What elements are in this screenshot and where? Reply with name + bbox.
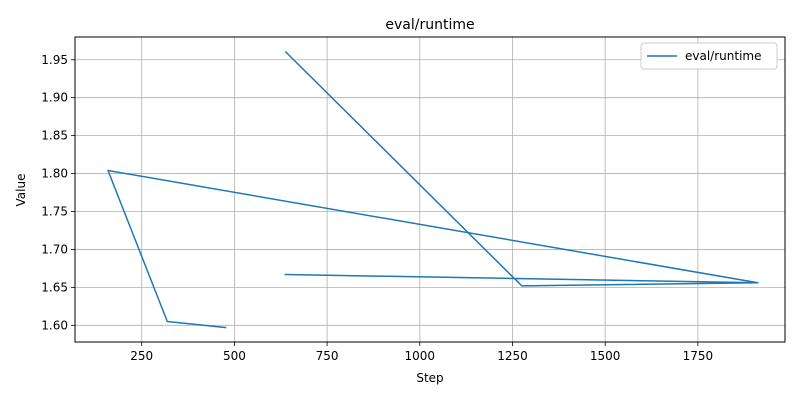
y-tick-label: 1.85 <box>41 129 68 143</box>
chart-title: eval/runtime <box>385 17 474 33</box>
x-tick-label: 250 <box>130 349 153 363</box>
legend: eval/runtime <box>640 42 778 70</box>
plot-frame <box>74 36 786 343</box>
x-tick-label: 1000 <box>405 349 436 363</box>
legend-label: eval/runtime <box>685 49 761 63</box>
y-tick-label: 1.80 <box>41 167 68 181</box>
y-tick-label: 1.65 <box>41 280 68 294</box>
x-tick-label: 1750 <box>683 349 714 363</box>
y-tick-label: 1.75 <box>41 205 68 219</box>
legend-box <box>640 42 778 70</box>
x-tick-label: 750 <box>316 349 339 363</box>
x-tick-label: 500 <box>223 349 246 363</box>
series-line <box>107 50 759 329</box>
grid <box>75 37 785 342</box>
y-tick-label: 1.95 <box>41 53 68 67</box>
y-axis-label: Value <box>14 174 28 207</box>
y-tick-label: 1.90 <box>41 91 68 105</box>
x-tick-label: 1500 <box>590 349 621 363</box>
y-tick-label: 1.60 <box>41 318 68 332</box>
x-axis: 250 500 750 1000 1250 1500 1750 <box>130 342 713 363</box>
x-tick-label: 1250 <box>497 349 528 363</box>
y-axis: 1.60 1.65 1.70 1.75 1.80 1.85 1.90 1.95 <box>41 53 75 332</box>
y-tick-label: 1.70 <box>41 242 68 256</box>
x-axis-label: Step <box>416 371 443 385</box>
series-layer <box>107 50 759 329</box>
